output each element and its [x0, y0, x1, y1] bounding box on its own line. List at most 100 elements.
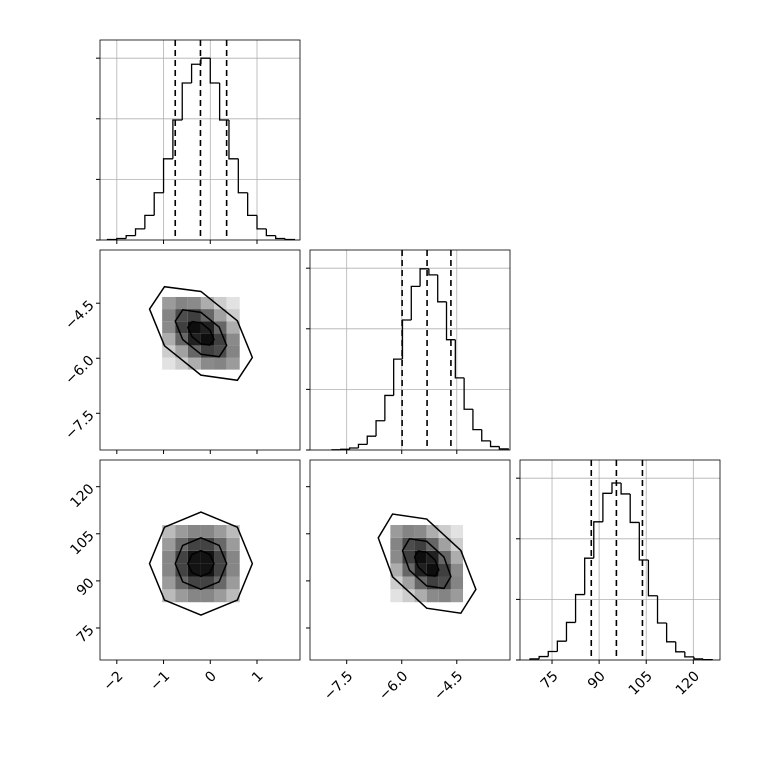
density-cell — [450, 537, 464, 551]
density-cell — [426, 524, 439, 538]
density-cell — [175, 357, 188, 370]
density-cell — [175, 576, 188, 590]
x-tick-label: 105 — [626, 668, 656, 698]
density-cell — [162, 309, 176, 322]
density-cell — [200, 309, 215, 322]
density-cell — [187, 524, 201, 538]
histogram-step — [472, 409, 482, 431]
x-tick-label: 0 — [202, 668, 220, 686]
density-cell — [200, 563, 215, 577]
density-cell — [162, 524, 176, 538]
density-cell — [187, 345, 201, 358]
density-cell — [426, 563, 439, 577]
density-cell — [226, 524, 240, 538]
density-cell — [402, 563, 415, 577]
histogram-step — [134, 228, 145, 236]
x-tick-label: −1 — [147, 668, 173, 694]
density-cell — [450, 563, 464, 577]
density-cell — [226, 563, 240, 577]
histogram-step — [116, 237, 127, 240]
histogram-step — [454, 339, 465, 379]
histogram-step — [218, 83, 229, 121]
density-cell — [200, 524, 215, 538]
density-cell — [175, 345, 188, 358]
histogram-step — [675, 641, 685, 653]
density-cell — [414, 576, 427, 590]
density-cell — [214, 524, 227, 538]
histogram-step — [275, 235, 286, 240]
histogram-step — [593, 521, 603, 559]
x-tick-label: 120 — [673, 668, 703, 698]
histogram-step — [565, 621, 576, 642]
histogram-step — [265, 228, 276, 237]
histogram-step — [428, 268, 438, 276]
density-cell — [226, 357, 240, 370]
density-cell — [426, 589, 439, 603]
density-cell — [438, 524, 451, 538]
density-cell — [175, 524, 188, 538]
density-cell — [175, 309, 188, 322]
histogram-step — [556, 640, 567, 652]
density-cell — [200, 589, 215, 603]
density-cell — [414, 550, 427, 564]
histogram-step — [200, 57, 211, 65]
y-tick-label: 75 — [74, 622, 98, 646]
density-cell — [175, 537, 188, 551]
density-cell — [390, 563, 403, 577]
histogram-step — [481, 429, 491, 442]
density-cell — [162, 550, 176, 564]
histogram-step — [629, 493, 640, 524]
density-cell — [414, 589, 427, 603]
contour — [148, 511, 254, 616]
x-tick-label: −6.0 — [376, 668, 411, 703]
histogram-step — [209, 58, 220, 84]
histogram-step — [172, 119, 183, 159]
density-cell — [187, 537, 201, 551]
histogram-step — [419, 268, 429, 287]
x-tick-label: −2 — [101, 668, 127, 694]
density-cell — [450, 524, 464, 538]
density-cell — [162, 296, 176, 310]
histogram-step — [247, 192, 258, 217]
histogram-step — [647, 560, 658, 597]
y-tick-label: 120 — [67, 481, 97, 511]
density-cell — [402, 524, 415, 538]
histogram-step — [401, 319, 412, 360]
density-cell — [187, 589, 201, 603]
contour — [401, 537, 452, 590]
histogram-step — [445, 301, 456, 341]
density-cell — [390, 537, 403, 551]
histogram-step — [684, 651, 694, 658]
density-cell — [226, 589, 240, 603]
density-cell — [187, 296, 201, 310]
density-cell — [402, 589, 415, 603]
histogram-step — [256, 215, 267, 230]
density-cell — [214, 309, 227, 322]
y-tick-label: 105 — [67, 528, 97, 558]
histogram-step — [602, 492, 612, 522]
density-cell — [226, 321, 240, 334]
density-cell — [450, 576, 464, 590]
panel-frame — [99, 459, 301, 661]
density-cell — [200, 550, 215, 564]
histogram-step — [656, 595, 667, 624]
density-cell — [402, 537, 415, 551]
density-cell — [162, 563, 176, 577]
density-cell — [200, 576, 215, 590]
density-cell — [214, 345, 227, 358]
density-cell — [426, 537, 439, 551]
y-tick-label: −6.0 — [62, 353, 97, 388]
density-cell — [390, 550, 403, 564]
density-cell — [175, 589, 188, 603]
density-cell — [162, 333, 176, 346]
density-cell — [226, 550, 240, 564]
density-cell — [175, 296, 188, 310]
x-tick-label: 75 — [538, 668, 562, 692]
density-cell — [438, 589, 451, 603]
density-cell — [390, 589, 403, 603]
density-cell — [162, 321, 176, 334]
density-cell — [162, 345, 176, 358]
density-cell — [200, 357, 215, 370]
histogram-step — [393, 358, 403, 396]
